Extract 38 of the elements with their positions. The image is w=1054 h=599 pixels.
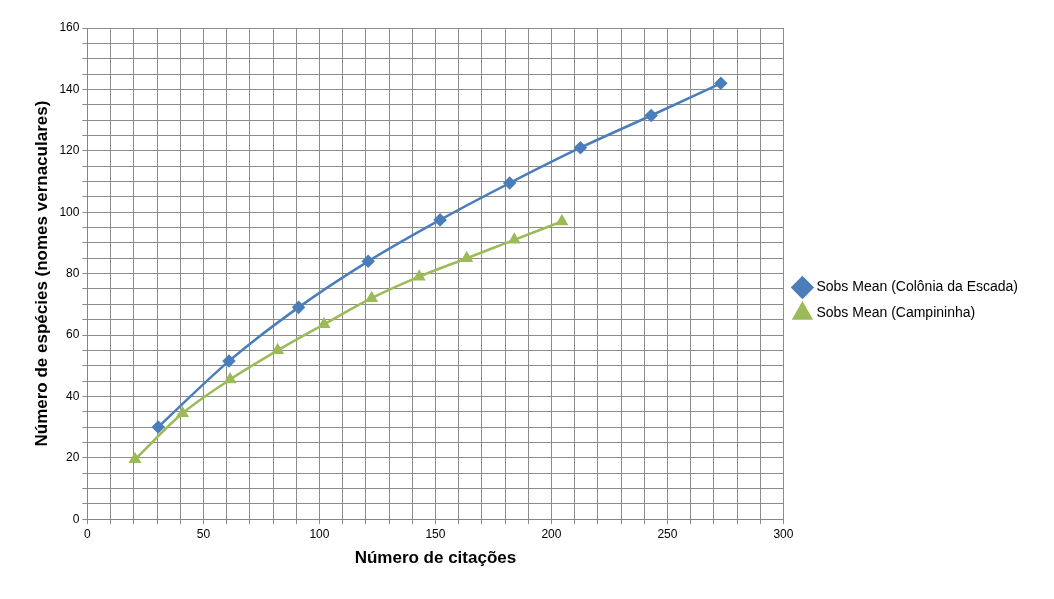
point: [503, 176, 516, 190]
y-tick-label: 20: [66, 450, 80, 465]
point: [129, 453, 141, 464]
y-tick-label: 60: [66, 327, 80, 342]
y-tick-label: 40: [66, 388, 80, 403]
x-axis-title: Número de citações: [354, 548, 517, 568]
x-tick-label: 250: [657, 526, 678, 541]
point: [272, 344, 284, 355]
y-tick-label: 0: [72, 511, 80, 526]
y-tick-label: 100: [59, 204, 80, 219]
point: [292, 301, 305, 314]
point: [556, 215, 568, 226]
point: [222, 354, 236, 368]
x-tick-label: 200: [541, 526, 562, 541]
point: [461, 252, 473, 262]
x-tick-label: 0: [84, 526, 92, 541]
point: [176, 407, 189, 418]
x-tick-label: 150: [425, 526, 446, 541]
legend-label: Sobs Mean (Colônia da Escada): [816, 278, 1018, 295]
point: [644, 109, 658, 122]
point: [366, 291, 378, 302]
y-axis-title: Número de espécies (nomes vernaculares): [31, 100, 51, 447]
point: [151, 420, 165, 434]
point: [413, 270, 425, 281]
x-tick-label: 100: [309, 526, 330, 541]
legend-label: Sobs Mean (Campininha): [816, 304, 976, 321]
y-tick-label: 140: [59, 81, 80, 96]
x-tick-label: 300: [773, 526, 794, 541]
point: [508, 233, 520, 244]
point: [433, 213, 447, 227]
point: [224, 373, 236, 384]
point: [574, 141, 587, 154]
y-tick-label: 80: [66, 265, 80, 280]
y-tick-label: 160: [59, 20, 80, 35]
y-tick-label: 120: [59, 143, 80, 158]
x-tick-label: 50: [196, 526, 211, 541]
point: [361, 255, 375, 268]
point: [714, 77, 728, 90]
